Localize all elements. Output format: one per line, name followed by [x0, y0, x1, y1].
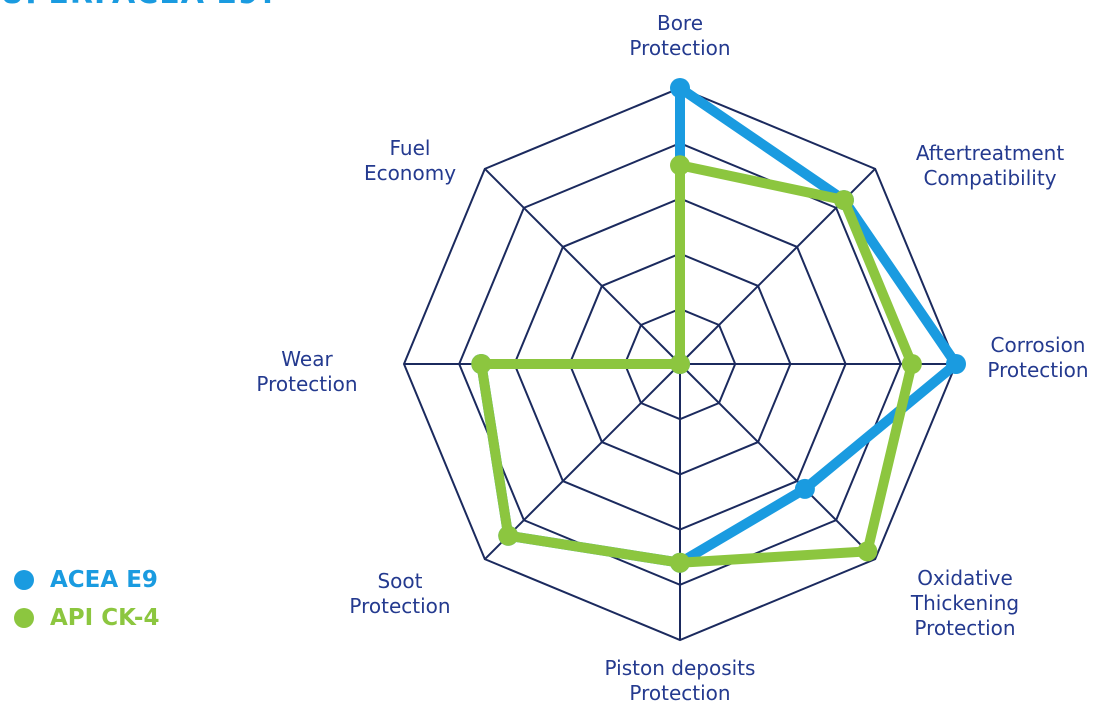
- axis-label: Soot Protection: [349, 569, 450, 618]
- series-layer: [471, 78, 966, 573]
- legend-label: API CK-4: [50, 605, 160, 631]
- axis-label: Bore Protection: [629, 11, 730, 60]
- legend-label: ACEA E9: [50, 567, 158, 593]
- series-1: [471, 155, 922, 573]
- axis-labels: Bore Protection Aftertreatment Compatibilit…: [256, 11, 1088, 705]
- series-point: [946, 354, 966, 374]
- legend: ACEA E9 API CK-4: [14, 561, 159, 637]
- page-title: UPERFACEA E9?: [0, 0, 278, 11]
- legend-item-api-ck-4: API CK-4: [14, 599, 159, 637]
- series-point: [670, 354, 690, 374]
- axis-label: Oxidative Thickening Protection: [910, 566, 1019, 640]
- legend-swatch: [14, 608, 34, 628]
- axis-label: Aftertreatment Compatibility: [916, 141, 1065, 190]
- series-point: [901, 354, 922, 374]
- series-point: [857, 541, 878, 562]
- legend-swatch: [14, 570, 34, 590]
- axis-label: Fuel Economy: [364, 136, 456, 185]
- series-point: [670, 78, 690, 98]
- series-point: [794, 478, 815, 499]
- series-point: [471, 354, 492, 374]
- series-point: [670, 552, 690, 573]
- axis-label: Wear Protection: [256, 347, 357, 396]
- series-point: [833, 190, 854, 211]
- legend-item-acea-e9: ACEA E9: [14, 561, 159, 599]
- grid-spoke: [484, 363, 681, 560]
- axis-label: Corrosion Protection: [987, 333, 1088, 382]
- series-point: [498, 525, 519, 546]
- grid-spoke: [679, 363, 876, 560]
- axis-label: Piston deposits Protection: [605, 656, 756, 705]
- grid-spoke: [484, 168, 681, 365]
- series-point: [670, 155, 690, 176]
